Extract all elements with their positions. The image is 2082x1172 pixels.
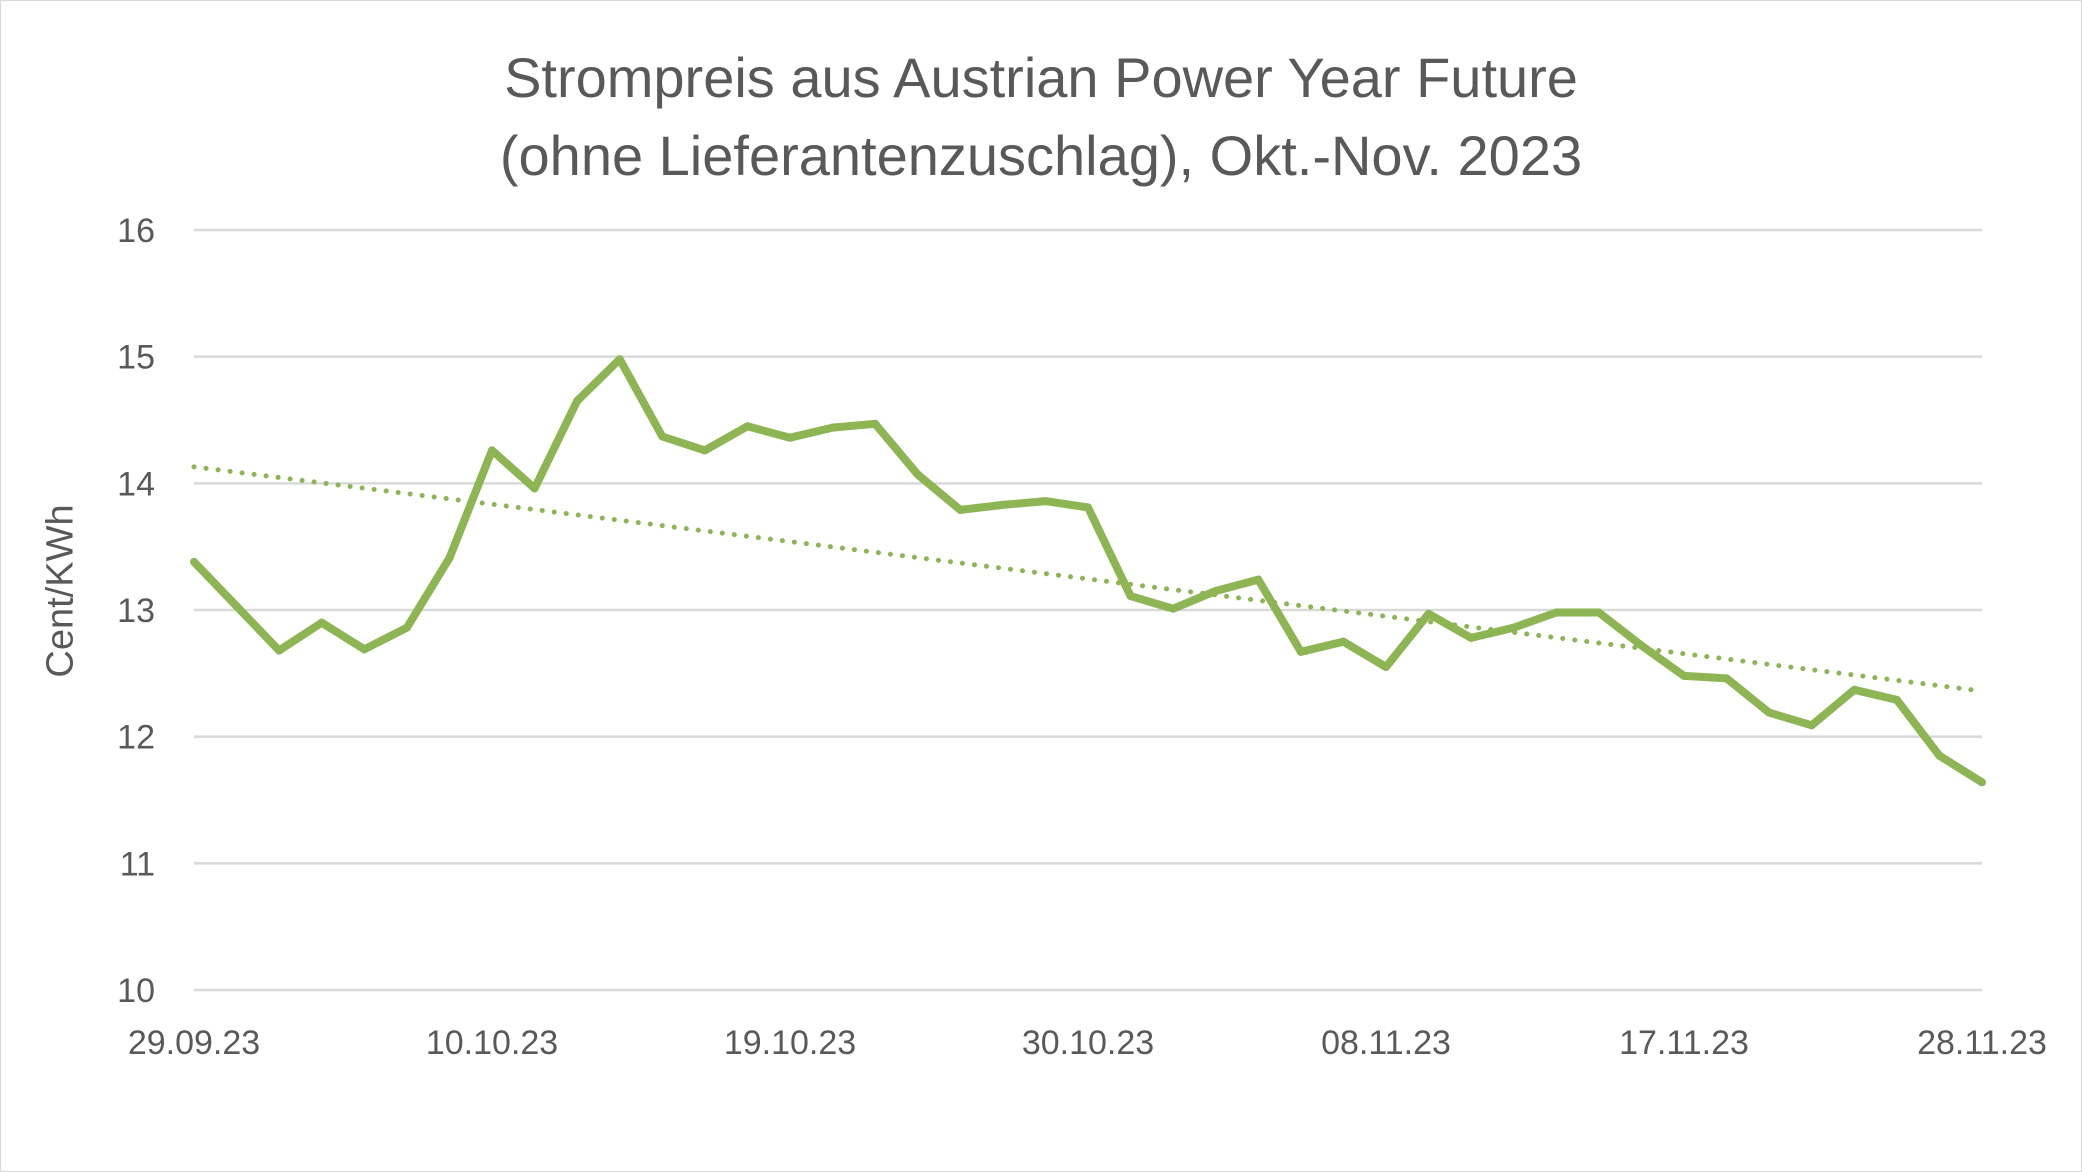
data-point	[1978, 778, 1986, 787]
data-point	[998, 500, 1007, 509]
data-point	[1722, 674, 1731, 683]
data-point	[871, 419, 880, 428]
trend-line	[191, 464, 1985, 694]
data-point	[1169, 604, 1178, 613]
data-point	[1254, 575, 1263, 584]
data-point	[1765, 708, 1774, 717]
data-point	[1594, 608, 1603, 617]
data-point	[700, 446, 709, 455]
data-point	[658, 432, 667, 441]
y-tick-label: 14	[117, 465, 155, 503]
data-point	[1041, 497, 1050, 506]
data-point	[1339, 637, 1348, 646]
x-tick-label: 10.10.23	[426, 1024, 558, 1062]
data-point	[232, 602, 241, 611]
chart-title-line-2: (ohne Lieferantenzuschlag), Okt.-Nov. 20…	[499, 124, 1583, 187]
y-tick-label: 13	[117, 592, 155, 630]
data-point	[1807, 721, 1816, 730]
data-point	[1680, 671, 1688, 680]
data-point	[1211, 587, 1220, 595]
price-series-line	[191, 355, 1985, 786]
data-point	[1552, 608, 1561, 617]
chart-title-line-1: Strompreis aus Austrian Power Year Futur…	[504, 46, 1578, 109]
data-point	[317, 618, 326, 627]
y-axis-ticks: 10 11 12 13 14 15 16	[117, 212, 155, 1010]
y-tick-label: 11	[120, 845, 155, 883]
data-point	[445, 554, 454, 563]
x-tick-label: 28.11.23	[1917, 1024, 2047, 1062]
x-tick-label: 19.10.23	[724, 1024, 856, 1062]
data-point	[1084, 503, 1092, 512]
data-point	[360, 645, 369, 654]
data-point	[1382, 663, 1390, 671]
data-point	[1850, 685, 1859, 694]
data-point	[1296, 647, 1305, 656]
x-tick-label: 29.09.23	[128, 1024, 260, 1062]
data-point	[1509, 623, 1518, 632]
y-tick-label: 10	[117, 972, 155, 1010]
x-tick-label: 17.11.23	[1619, 1024, 1749, 1062]
y-tick-label: 16	[117, 212, 155, 250]
series-group	[190, 355, 1986, 787]
data-point	[530, 484, 539, 493]
x-axis-ticks: 29.09.23 10.10.23 19.10.23 30.10.23 08.11.23…	[128, 1024, 2047, 1062]
data-point	[1467, 633, 1476, 642]
data-point	[573, 397, 582, 405]
data-point	[488, 446, 496, 455]
data-point	[402, 623, 411, 632]
x-tick-label: 08.11.23	[1321, 1024, 1451, 1062]
data-point	[786, 433, 794, 442]
y-tick-label: 15	[117, 339, 155, 377]
data-point	[275, 646, 284, 655]
data-point	[1637, 641, 1646, 650]
data-point	[1892, 695, 1901, 704]
data-point	[190, 557, 198, 566]
data-point	[828, 423, 837, 432]
data-point	[913, 470, 922, 479]
data-point	[1126, 592, 1135, 601]
data-point	[615, 355, 624, 364]
data-point	[743, 422, 752, 431]
y-tick-label: 12	[117, 719, 155, 757]
data-point	[956, 505, 965, 514]
x-tick-label: 30.10.23	[1022, 1024, 1154, 1062]
data-point	[1424, 609, 1433, 618]
data-point	[1935, 751, 1944, 760]
gridlines	[194, 228, 1982, 992]
